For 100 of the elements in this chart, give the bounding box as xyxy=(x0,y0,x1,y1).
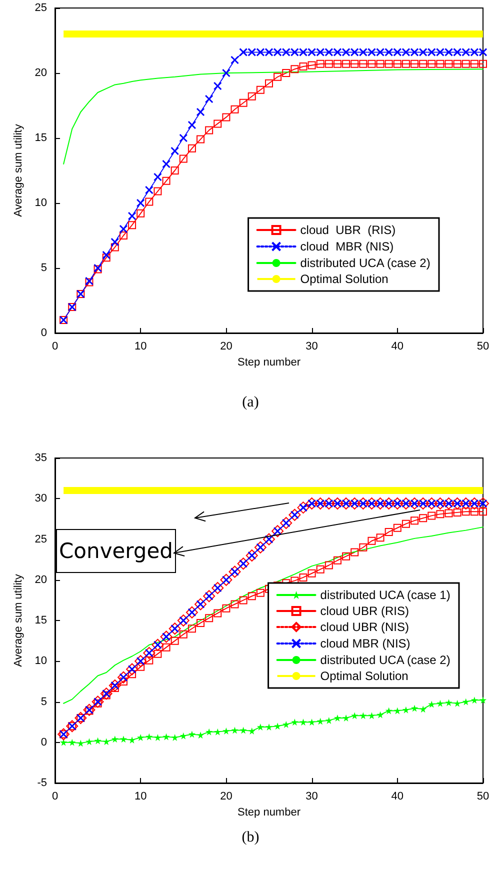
point xyxy=(256,86,264,94)
point xyxy=(170,146,180,156)
point xyxy=(128,736,136,744)
point xyxy=(146,733,153,740)
text: (a) xyxy=(242,394,259,410)
point xyxy=(248,728,256,734)
y-tick-label: 35 xyxy=(34,452,47,464)
point xyxy=(359,543,368,552)
point xyxy=(462,698,470,706)
point xyxy=(171,734,178,741)
point xyxy=(282,721,290,728)
legend-label: cloud UBR (RIS) xyxy=(320,604,409,618)
point xyxy=(453,508,462,516)
x-tick-label: 0 xyxy=(52,340,58,352)
point xyxy=(359,60,368,68)
legend-label: cloud UBR (NIS) xyxy=(320,620,409,634)
point xyxy=(427,48,436,56)
point xyxy=(308,569,316,578)
x-tick-label: 50 xyxy=(476,340,490,352)
legend-label: Optimal Solution xyxy=(300,272,388,286)
point xyxy=(197,732,204,739)
x-tick-label: 20 xyxy=(220,790,232,802)
point xyxy=(436,48,444,56)
point xyxy=(333,60,342,68)
point xyxy=(110,238,120,246)
point xyxy=(411,704,418,712)
point xyxy=(222,604,230,612)
point xyxy=(230,600,239,608)
point xyxy=(428,700,436,708)
point xyxy=(128,670,136,678)
point xyxy=(204,94,214,104)
point xyxy=(196,108,205,116)
point xyxy=(368,712,376,720)
point xyxy=(402,60,410,68)
legend-label: cloud UBR (RIS) xyxy=(300,223,396,237)
point xyxy=(290,48,299,56)
point xyxy=(68,738,76,746)
point xyxy=(179,134,188,142)
point xyxy=(479,60,487,68)
point xyxy=(316,48,325,56)
y-axis-title: Average sum utility xyxy=(12,124,24,217)
point xyxy=(239,48,248,56)
point xyxy=(376,60,384,68)
point xyxy=(384,60,393,68)
point xyxy=(196,135,205,144)
point xyxy=(179,154,188,163)
point xyxy=(256,48,265,56)
point xyxy=(324,561,333,570)
point xyxy=(256,723,264,730)
point xyxy=(342,714,350,722)
point xyxy=(137,734,144,741)
x-tick-label: 10 xyxy=(134,790,147,802)
point xyxy=(154,650,162,658)
point xyxy=(358,48,368,56)
point xyxy=(128,212,136,220)
point xyxy=(291,718,298,726)
point xyxy=(342,48,350,56)
point xyxy=(324,48,334,56)
legend-label: distributed UCA (case 2) xyxy=(320,653,450,667)
point xyxy=(205,126,214,134)
point xyxy=(410,60,419,68)
point xyxy=(298,48,308,56)
point xyxy=(162,643,170,652)
point xyxy=(230,56,240,64)
point xyxy=(206,728,213,736)
point xyxy=(120,736,127,743)
point xyxy=(384,48,394,56)
x-tick-label: 50 xyxy=(476,790,490,802)
point xyxy=(436,60,444,68)
point xyxy=(436,700,444,707)
point xyxy=(316,565,324,574)
x-tick-label: 30 xyxy=(306,790,318,802)
annotation: Converged xyxy=(56,529,176,573)
point xyxy=(316,718,324,725)
point xyxy=(102,250,111,260)
point xyxy=(428,512,436,520)
point xyxy=(478,48,488,56)
point xyxy=(308,48,316,56)
point xyxy=(453,60,462,68)
point xyxy=(282,69,290,77)
y-tick-label: 30 xyxy=(34,492,47,505)
legend-label: cloud MBR (NIS) xyxy=(320,636,410,650)
point xyxy=(418,48,428,56)
point xyxy=(299,573,308,582)
y-tick-label: 25 xyxy=(34,2,47,14)
y-tick-label: 15 xyxy=(34,132,47,144)
point xyxy=(119,232,128,240)
point xyxy=(180,732,187,740)
point xyxy=(436,510,444,518)
y-tick-label: 20 xyxy=(34,574,47,586)
point xyxy=(282,48,290,56)
point xyxy=(299,62,308,70)
point xyxy=(479,508,487,516)
point xyxy=(170,636,179,645)
point xyxy=(334,714,341,722)
point xyxy=(376,48,385,56)
point xyxy=(266,723,272,730)
point xyxy=(402,520,410,528)
y-tick-label: 0 xyxy=(40,327,47,339)
point xyxy=(470,696,478,704)
